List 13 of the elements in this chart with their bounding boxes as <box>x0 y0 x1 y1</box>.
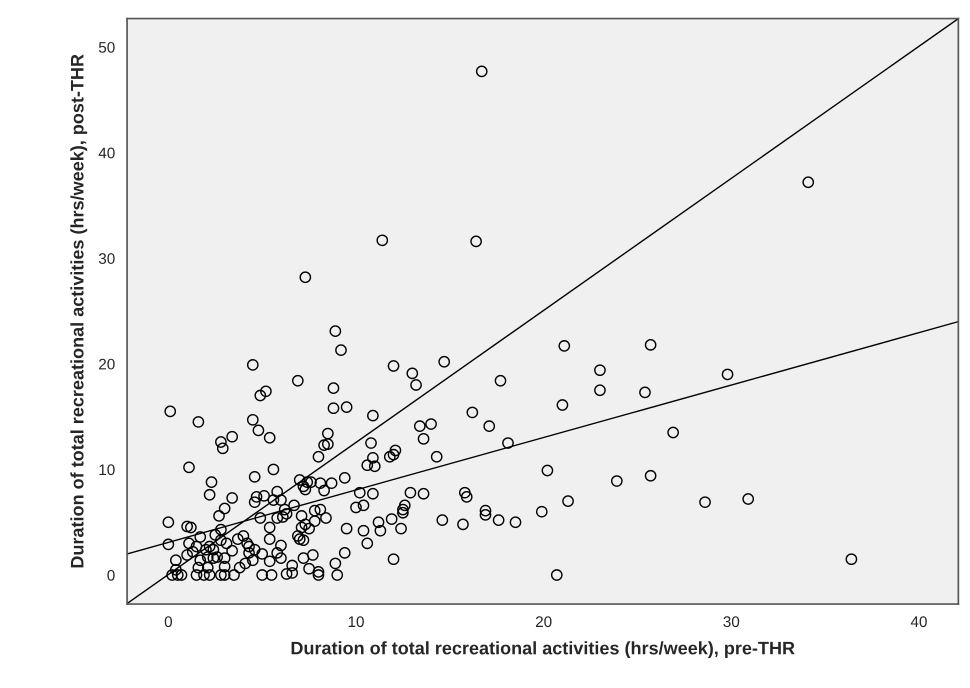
x-tick-label: 30 <box>723 616 740 628</box>
y-tick-label: 20 <box>99 358 115 370</box>
x-axis-title: Duration of total recreational activities (hrs/week), pre-THR <box>292 641 795 658</box>
y-tick-label: 50 <box>98 42 115 53</box>
y-tick-label: 30 <box>98 253 115 264</box>
y-tick-label: 40 <box>98 148 115 158</box>
y-tick-label: 0 <box>107 570 115 581</box>
x-tick-label: 0 <box>164 616 172 628</box>
x-tick-label: 10 <box>348 616 364 628</box>
y-tick-label: 10 <box>99 464 115 476</box>
y-axis-title: Duration of total recreational activities (hrs/week), post-THR <box>70 54 88 568</box>
x-tick-label: 40 <box>910 616 927 628</box>
x-tick-label: 20 <box>536 616 552 628</box>
